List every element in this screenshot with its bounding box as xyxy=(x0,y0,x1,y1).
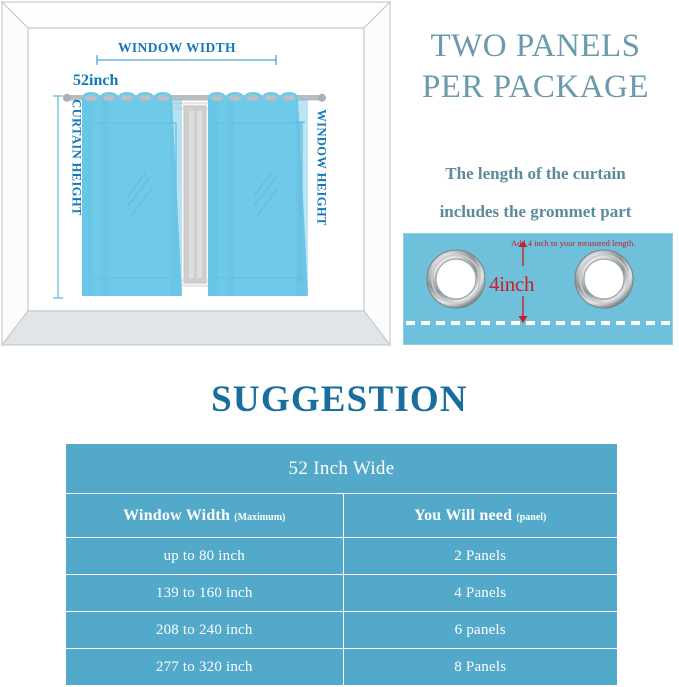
subhead-block: The length of the curtain includes the g… xyxy=(392,155,679,231)
window-width-dimension xyxy=(96,55,277,65)
left-panel-body xyxy=(82,92,182,296)
right-panel-fold-c xyxy=(296,99,308,296)
right-panel-fold-b xyxy=(227,99,234,296)
table-header-row: Window Width (Maximum) You Will need (pa… xyxy=(65,493,619,538)
table-row: up to 80 inch 2 Panels xyxy=(65,537,619,575)
headline-line-2: PER PACKAGE xyxy=(421,69,650,105)
right-wall xyxy=(363,0,391,347)
table-row: 277 to 320 inch 8 Panels xyxy=(65,648,619,686)
right-panel-fold-a xyxy=(208,99,219,296)
mullion-groove-right xyxy=(197,111,202,278)
rod-finial-right xyxy=(318,93,326,102)
table-row: 139 to 160 inch 4 Panels xyxy=(65,574,619,612)
room-illustration xyxy=(0,0,392,347)
measure-arrow-up-icon xyxy=(518,241,528,266)
right-panel-grommets xyxy=(211,95,295,101)
header-window-width-qualifier: (Maximum) xyxy=(234,511,286,523)
header-window-width: Window Width (Maximum) xyxy=(65,493,344,538)
row-3-panels: 8 Panels xyxy=(342,648,619,686)
subhead-line-1: The length of the curtain xyxy=(445,164,626,183)
right-panel-sheen xyxy=(253,171,279,217)
curtain-height-label: CURTAIN HEIGHT xyxy=(69,99,84,216)
row-0-panels: 2 Panels xyxy=(342,537,619,575)
four-inch-label: 4inch xyxy=(489,272,535,296)
row-0-width: up to 80 inch xyxy=(65,537,344,575)
window-height-label: WINDOW HEIGHT xyxy=(314,109,329,226)
mullion-groove-left xyxy=(189,111,194,278)
suggestion-title: SUGGESTION xyxy=(211,379,468,420)
floor xyxy=(0,310,392,346)
curtain-size-label: 52inch xyxy=(73,72,119,89)
header-you-will-need: You Will need (panel) xyxy=(342,493,619,538)
row-3-width: 277 to 320 inch xyxy=(65,648,344,686)
headline-line-1: TWO PANELS xyxy=(430,28,641,64)
subhead-line-2: includes the grommet part xyxy=(439,202,632,221)
left-panel-fold-a xyxy=(82,99,93,296)
left-wall xyxy=(1,0,29,347)
row-2-width: 208 to 240 inch xyxy=(65,611,344,649)
curtain-panel-right xyxy=(208,92,308,296)
table-title-cell: 52 Inch Wide xyxy=(65,443,618,494)
grommet-illustration xyxy=(406,241,670,325)
header-you-will-need-main: You Will need xyxy=(414,506,513,524)
curtain-panel-left xyxy=(82,92,182,296)
curtain-measurement-diagram: WINDOW WIDTH 52inch CURTAIN HEIGHT WINDO… xyxy=(0,0,392,366)
headline-block: TWO PANELS PER PACKAGE xyxy=(392,26,679,108)
ceiling xyxy=(0,1,392,29)
left-panel-grommets xyxy=(85,95,169,101)
grommet-detail-panel: Add 4 inch to your measured length. 4inc… xyxy=(403,233,673,345)
window-mullion xyxy=(183,105,207,284)
measure-arrow-down-icon xyxy=(518,296,528,323)
grommet-note: Add 4 inch to your measured length. xyxy=(511,238,636,248)
curtain-height-dimension xyxy=(53,95,63,299)
window-width-label: WINDOW WIDTH xyxy=(118,40,236,55)
left-panel-fold-c xyxy=(170,99,182,296)
row-2-panels: 6 panels xyxy=(342,611,619,649)
table-title-row: 52 Inch Wide xyxy=(65,443,618,494)
table-row: 208 to 240 inch 6 panels xyxy=(65,611,619,649)
left-panel-sheen xyxy=(127,171,153,217)
header-you-will-need-qualifier: (panel) xyxy=(516,511,547,523)
grommet-left-icon xyxy=(426,249,486,309)
rod-finial-left xyxy=(63,93,71,102)
grommet-right-icon xyxy=(574,249,634,309)
suggestion-table: 52 Inch Wide Window Width (Maximum) You … xyxy=(65,443,619,686)
row-1-panels: 4 Panels xyxy=(342,574,619,612)
row-1-width: 139 to 160 inch xyxy=(65,574,344,612)
right-panel-body xyxy=(208,92,308,296)
header-window-width-main: Window Width xyxy=(123,506,231,524)
window-height-dimension xyxy=(295,121,305,281)
left-panel-fold-b xyxy=(101,99,108,296)
